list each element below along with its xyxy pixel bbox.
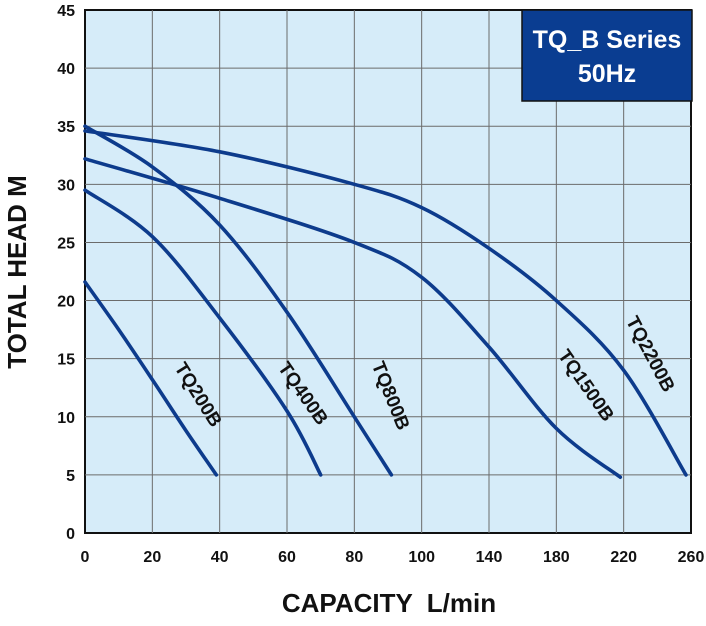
x-tick-label: 220 [610,549,637,566]
x-axis-label: CAPACITY L/min [282,588,496,618]
series-line-tq800b [83,124,394,477]
series-line-tq400b [83,188,323,477]
y-tick-label: 5 [66,468,75,485]
y-tick-label: 10 [57,410,75,427]
y-tick-label: 35 [57,119,75,136]
y-tick-label: 25 [57,235,75,252]
legend-box: TQ_B Series 50Hz [521,9,693,102]
y-tick-label: 40 [57,61,75,78]
x-tick-label: 0 [81,549,90,566]
y-axis-label: TOTAL HEAD M [2,175,32,369]
chart-title: TQ_B Series [533,26,682,54]
x-tick-label: 100 [408,549,435,566]
y-tick-label: 45 [57,3,75,20]
x-tick-label: 140 [476,549,503,566]
series-lines [83,124,688,479]
x-tick-label: 180 [543,549,570,566]
x-tick-label: 60 [278,549,296,566]
x-tick-labels: 0 20 40 60 80 100 140 180 220 260 [81,549,705,566]
x-tick-label: 260 [678,549,705,566]
y-tick-label: 30 [57,177,75,194]
y-tick-label: 20 [57,294,75,311]
grid-lines [85,10,691,533]
chart-subtitle: 50Hz [578,60,636,88]
y-tick-label: 15 [57,352,75,369]
series-line-tq1500b [83,157,623,479]
series-line-tq2200b [83,129,688,477]
y-tick-labels: 0 5 10 15 20 25 30 35 40 45 [57,3,75,543]
x-tick-label: 40 [211,549,229,566]
x-tick-label: 20 [143,549,161,566]
x-tick-label: 80 [345,549,363,566]
y-tick-label: 0 [66,526,75,543]
series-line-tq200b [83,280,219,477]
